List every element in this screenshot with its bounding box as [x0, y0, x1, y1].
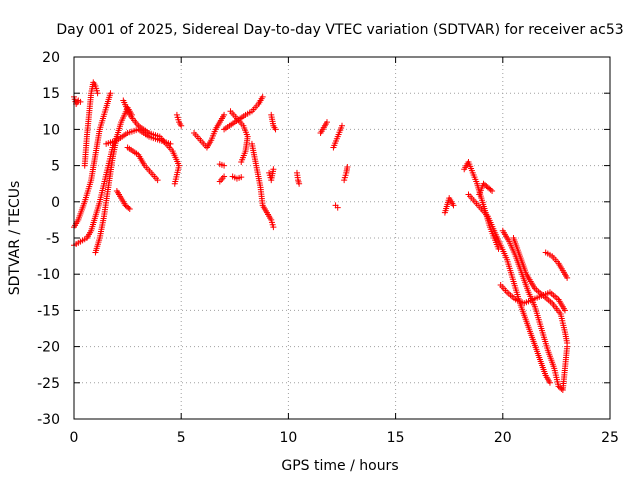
y-tick-labels: -30 -25 -20 -15 -10 -5 0 5 10 15 20: [37, 50, 60, 428]
data-point: [154, 177, 161, 184]
data-point: [344, 164, 351, 171]
x-tick-label: 25: [601, 430, 619, 446]
data-point: [107, 90, 114, 97]
data-point: [178, 122, 185, 129]
y-tick-label: -20: [37, 340, 60, 356]
y-tick-label: -30: [37, 412, 60, 428]
data-point: [221, 173, 228, 180]
x-tick-labels: 0 5 10 15 20 25: [70, 430, 619, 446]
x-tick-label: 15: [387, 430, 405, 446]
data-point: [561, 307, 568, 314]
data-point: [171, 180, 178, 187]
data-points: [71, 79, 571, 394]
y-tick-label: -25: [37, 376, 60, 392]
data-point: [125, 204, 132, 211]
data-point: [564, 339, 571, 346]
data-point: [546, 379, 553, 386]
data-point: [126, 206, 133, 213]
data-point: [489, 187, 496, 194]
data-point: [296, 180, 303, 187]
data-point: [94, 90, 101, 97]
y-tick-label: -5: [46, 231, 60, 247]
x-tick-label: 0: [70, 430, 79, 446]
data-point: [270, 224, 277, 231]
y-axis-label: SDTVAR / TECUs: [7, 181, 23, 296]
data-point: [221, 111, 228, 118]
data-point: [487, 186, 494, 193]
data-point: [450, 202, 457, 209]
data-point: [323, 119, 330, 126]
x-tick-label: 5: [177, 430, 186, 446]
x-axis-label: GPS time / hours: [281, 458, 398, 474]
y-tick-label: 10: [42, 122, 60, 138]
data-point: [272, 126, 279, 133]
grid-lines: [74, 57, 610, 419]
axis-ticks: [73, 56, 611, 420]
data-point: [238, 174, 245, 181]
x-tick-label: 10: [279, 430, 297, 446]
data-point: [238, 158, 245, 165]
y-tick-label: 20: [42, 50, 60, 66]
y-tick-label: -15: [37, 303, 60, 319]
data-point: [77, 98, 84, 105]
data-point: [495, 245, 502, 252]
data-point: [564, 274, 571, 281]
data-point: [221, 162, 228, 169]
data-point: [334, 204, 341, 211]
y-tick-label: 0: [51, 195, 60, 211]
y-tick-label: 5: [51, 159, 60, 175]
data-point: [259, 93, 266, 100]
data-point: [339, 122, 345, 129]
y-tick-label: -10: [37, 267, 60, 283]
data-point: [270, 166, 277, 173]
y-tick-label: 15: [42, 86, 60, 102]
x-tick-label: 20: [494, 430, 512, 446]
chart-title: Day 001 of 2025, Sidereal Day-to-day VTE…: [56, 22, 623, 38]
